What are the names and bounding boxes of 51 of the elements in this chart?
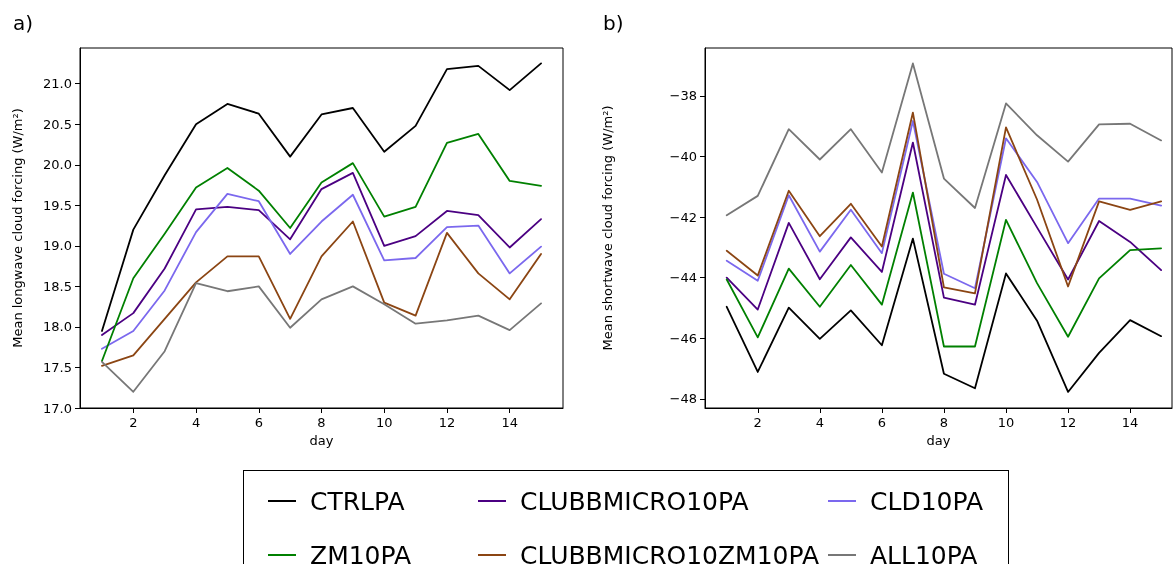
legend-label: ZM10PA — [310, 540, 412, 564]
legend-label: CLUBBMICRO10PA — [520, 486, 749, 516]
legend-label: CLUBBMICRO10ZM10PA — [520, 540, 820, 564]
legend-label: ALL10PA — [870, 540, 978, 564]
x-tick-label: 14 — [1121, 415, 1139, 430]
y-tick-label: −38 — [669, 88, 697, 104]
x-tick-label: 6 — [254, 415, 263, 430]
x-axis-title: day — [926, 433, 951, 448]
y-tick-label: −46 — [669, 330, 697, 346]
x-tick-label: 12 — [1059, 415, 1077, 430]
x-tick-label: 4 — [191, 415, 201, 430]
legend-label: CLD10PA — [870, 486, 984, 516]
line-series — [725, 141, 1163, 311]
line-series — [101, 62, 542, 332]
line-series — [101, 282, 542, 393]
y-tick-label: −40 — [669, 148, 697, 164]
line-series — [101, 193, 542, 350]
y-tick-label: 21.0 — [43, 76, 72, 92]
y-tick-label: 18.0 — [43, 319, 72, 335]
y-tick-label: 19.5 — [43, 197, 72, 213]
line-series — [101, 133, 542, 362]
y-axis-title: Mean shortwave cloud forcing (W/m²) — [600, 105, 615, 351]
y-tick-label: 19.0 — [43, 238, 72, 254]
chart-title: a) — [13, 11, 34, 35]
x-tick-label: 2 — [753, 415, 762, 430]
line-series — [725, 237, 1163, 393]
x-tick-label: 8 — [939, 415, 949, 430]
line-series — [101, 220, 542, 367]
x-tick-label: 10 — [375, 415, 393, 430]
line-series — [725, 62, 1163, 217]
line-series — [101, 171, 542, 336]
x-tick-label: 14 — [501, 415, 518, 430]
legend-label: CTRLPA — [310, 486, 405, 516]
x-tick-label: 6 — [877, 415, 887, 430]
chart-title: b) — [603, 11, 624, 35]
x-tick-label: 4 — [815, 415, 824, 430]
line-series — [725, 191, 1163, 348]
x-tick-label: 12 — [438, 415, 456, 430]
x-tick-label: 8 — [317, 415, 326, 430]
y-tick-label: 17.5 — [43, 359, 72, 375]
y-tick-label: −44 — [669, 270, 697, 286]
x-axis-title: day — [309, 433, 334, 448]
y-tick-label: −48 — [669, 391, 697, 407]
y-tick-label: 20.0 — [43, 157, 72, 173]
x-tick-label: 10 — [997, 415, 1015, 430]
y-tick-label: −42 — [669, 209, 697, 225]
y-tick-label: 20.5 — [43, 116, 72, 132]
y-tick-label: 18.5 — [43, 278, 72, 294]
y-axis-title: Mean longwave cloud forcing (W/m²) — [10, 108, 25, 348]
x-tick-label: 2 — [129, 415, 138, 430]
y-tick-label: 17.0 — [43, 400, 72, 416]
